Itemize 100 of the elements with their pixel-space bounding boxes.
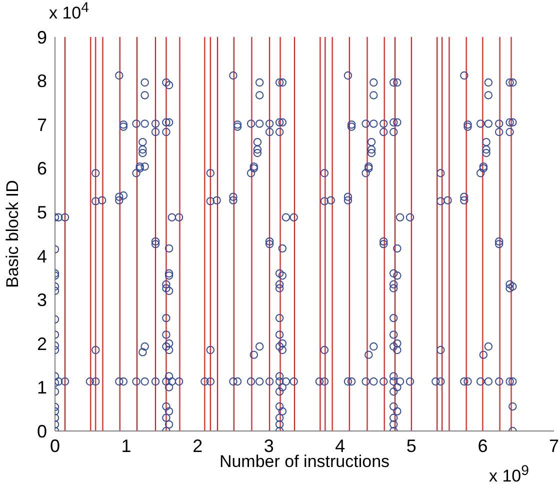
point — [229, 71, 238, 80]
x-tick-label: 5 — [406, 436, 416, 456]
point — [460, 196, 468, 204]
point — [393, 383, 402, 392]
point — [282, 377, 290, 386]
text: x 10$^{4}$ — [49, 0, 90, 24]
point — [275, 388, 284, 396]
point — [275, 280, 284, 288]
point — [484, 377, 493, 386]
point — [460, 192, 468, 201]
point — [390, 280, 398, 288]
x-tick-label: 0 — [50, 436, 60, 456]
point — [278, 407, 286, 416]
point — [476, 120, 485, 128]
point — [436, 169, 445, 178]
point — [344, 196, 352, 204]
point — [370, 120, 378, 128]
point — [390, 377, 398, 386]
point — [206, 169, 215, 178]
point — [444, 196, 452, 204]
point — [362, 169, 370, 178]
point — [393, 78, 402, 87]
point — [460, 71, 468, 80]
point — [253, 145, 262, 154]
point — [265, 128, 274, 136]
point — [479, 350, 488, 359]
point — [393, 346, 402, 354]
y-tick-label: 5 — [36, 202, 47, 222]
point — [315, 377, 324, 386]
point — [278, 346, 286, 354]
point — [275, 377, 284, 386]
point — [506, 128, 514, 136]
point — [364, 164, 373, 172]
point — [396, 377, 404, 386]
point — [320, 346, 329, 354]
y-axis-title: Basic block ID — [3, 180, 22, 288]
point — [396, 213, 404, 222]
point — [506, 377, 514, 386]
point — [390, 128, 398, 136]
point — [275, 330, 284, 339]
point — [255, 91, 264, 100]
point — [246, 169, 256, 178]
point — [380, 120, 388, 128]
point — [278, 383, 286, 392]
point — [476, 377, 485, 386]
point — [436, 346, 445, 354]
point — [495, 120, 504, 128]
point — [464, 122, 472, 131]
point — [278, 339, 286, 348]
point — [233, 122, 242, 131]
point — [390, 342, 398, 351]
x-tick-label: 1 — [121, 436, 132, 456]
point — [393, 407, 402, 416]
point — [229, 377, 238, 386]
point — [278, 244, 286, 253]
point — [275, 78, 284, 87]
point — [390, 414, 398, 422]
point — [464, 377, 472, 386]
point — [479, 164, 488, 172]
point — [362, 377, 370, 386]
point — [482, 138, 490, 146]
point — [484, 342, 493, 351]
point — [320, 169, 329, 178]
point — [347, 120, 356, 129]
point — [406, 213, 414, 222]
point — [479, 162, 488, 171]
y-tick-label: 6 — [36, 158, 47, 179]
point — [265, 377, 274, 386]
point — [393, 271, 402, 280]
point — [506, 118, 514, 126]
point — [393, 339, 402, 348]
point — [508, 78, 517, 87]
point — [250, 162, 258, 171]
point — [380, 237, 388, 246]
point — [255, 78, 264, 87]
point — [275, 342, 284, 351]
point — [275, 314, 284, 322]
point — [393, 244, 402, 253]
point — [380, 128, 388, 136]
point — [390, 388, 398, 396]
point — [390, 330, 398, 339]
y-tick-label: 0 — [36, 421, 47, 442]
point — [508, 282, 517, 291]
point — [253, 138, 262, 146]
point — [278, 78, 286, 87]
point — [436, 377, 445, 386]
point — [364, 350, 373, 359]
y-tick-label: 9 — [36, 27, 47, 48]
point — [265, 237, 274, 246]
x-tick-label: 6 — [478, 436, 488, 456]
point — [362, 120, 370, 128]
point — [344, 192, 352, 201]
point — [495, 240, 504, 248]
point — [508, 118, 517, 126]
point — [265, 120, 274, 128]
point — [229, 196, 238, 204]
point — [484, 120, 493, 128]
point — [495, 237, 504, 246]
point — [370, 377, 378, 386]
point — [390, 118, 398, 126]
